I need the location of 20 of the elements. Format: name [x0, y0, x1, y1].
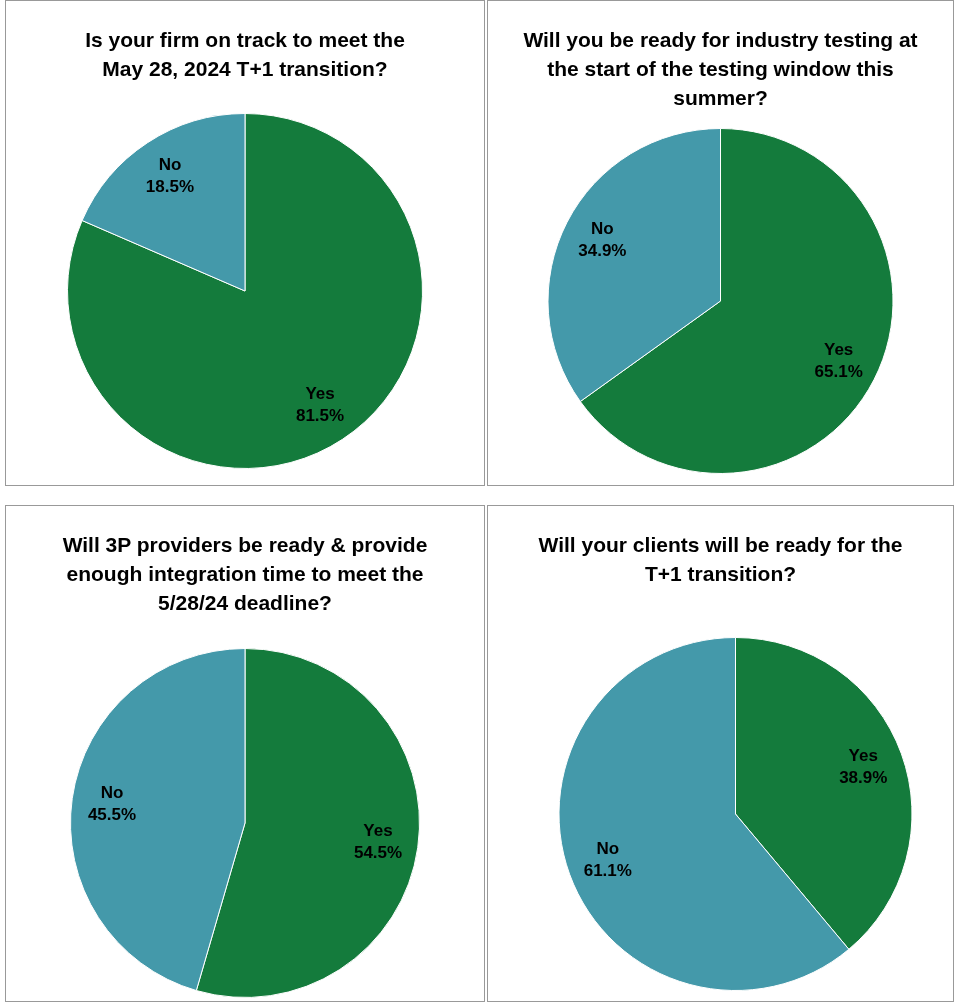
- data-label: 38.9%: [839, 768, 888, 788]
- chart-title: Will you be ready for industry testing at the start of the testing window this summer?: [522, 27, 919, 111]
- slice-label: Yes: [824, 340, 854, 360]
- slice-label: No: [591, 219, 614, 239]
- chart-title: Will your clients will be ready for the T+1 transition?: [537, 532, 904, 587]
- chart-title: Is your firm on track to meet the May 28, 2024 T+1 transition?: [84, 27, 406, 82]
- slice-label: No: [596, 839, 620, 859]
- slice-label: No: [100, 782, 124, 802]
- data-label: 34.9%: [578, 241, 627, 261]
- data-label: 65.1%: [814, 362, 863, 382]
- slice-label: No: [158, 155, 182, 175]
- data-label: 45.5%: [87, 804, 137, 824]
- data-label: 18.5%: [145, 177, 195, 197]
- chart-title: Will 3P providers be ready & provide enough integration time to meet the 5/28/24 deadline?: [61, 532, 429, 616]
- data-label: 61.1%: [583, 861, 632, 881]
- slice-label: Yes: [848, 746, 878, 766]
- data-label: 81.5%: [295, 405, 345, 425]
- data-label: 54.5%: [353, 842, 403, 862]
- slice-label: Yes: [305, 383, 335, 403]
- slice-label: Yes: [363, 820, 393, 840]
